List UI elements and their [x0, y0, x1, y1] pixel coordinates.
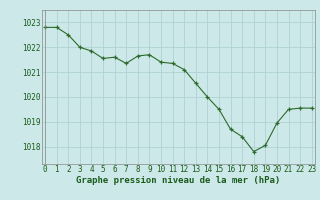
X-axis label: Graphe pression niveau de la mer (hPa): Graphe pression niveau de la mer (hPa) [76, 176, 281, 185]
